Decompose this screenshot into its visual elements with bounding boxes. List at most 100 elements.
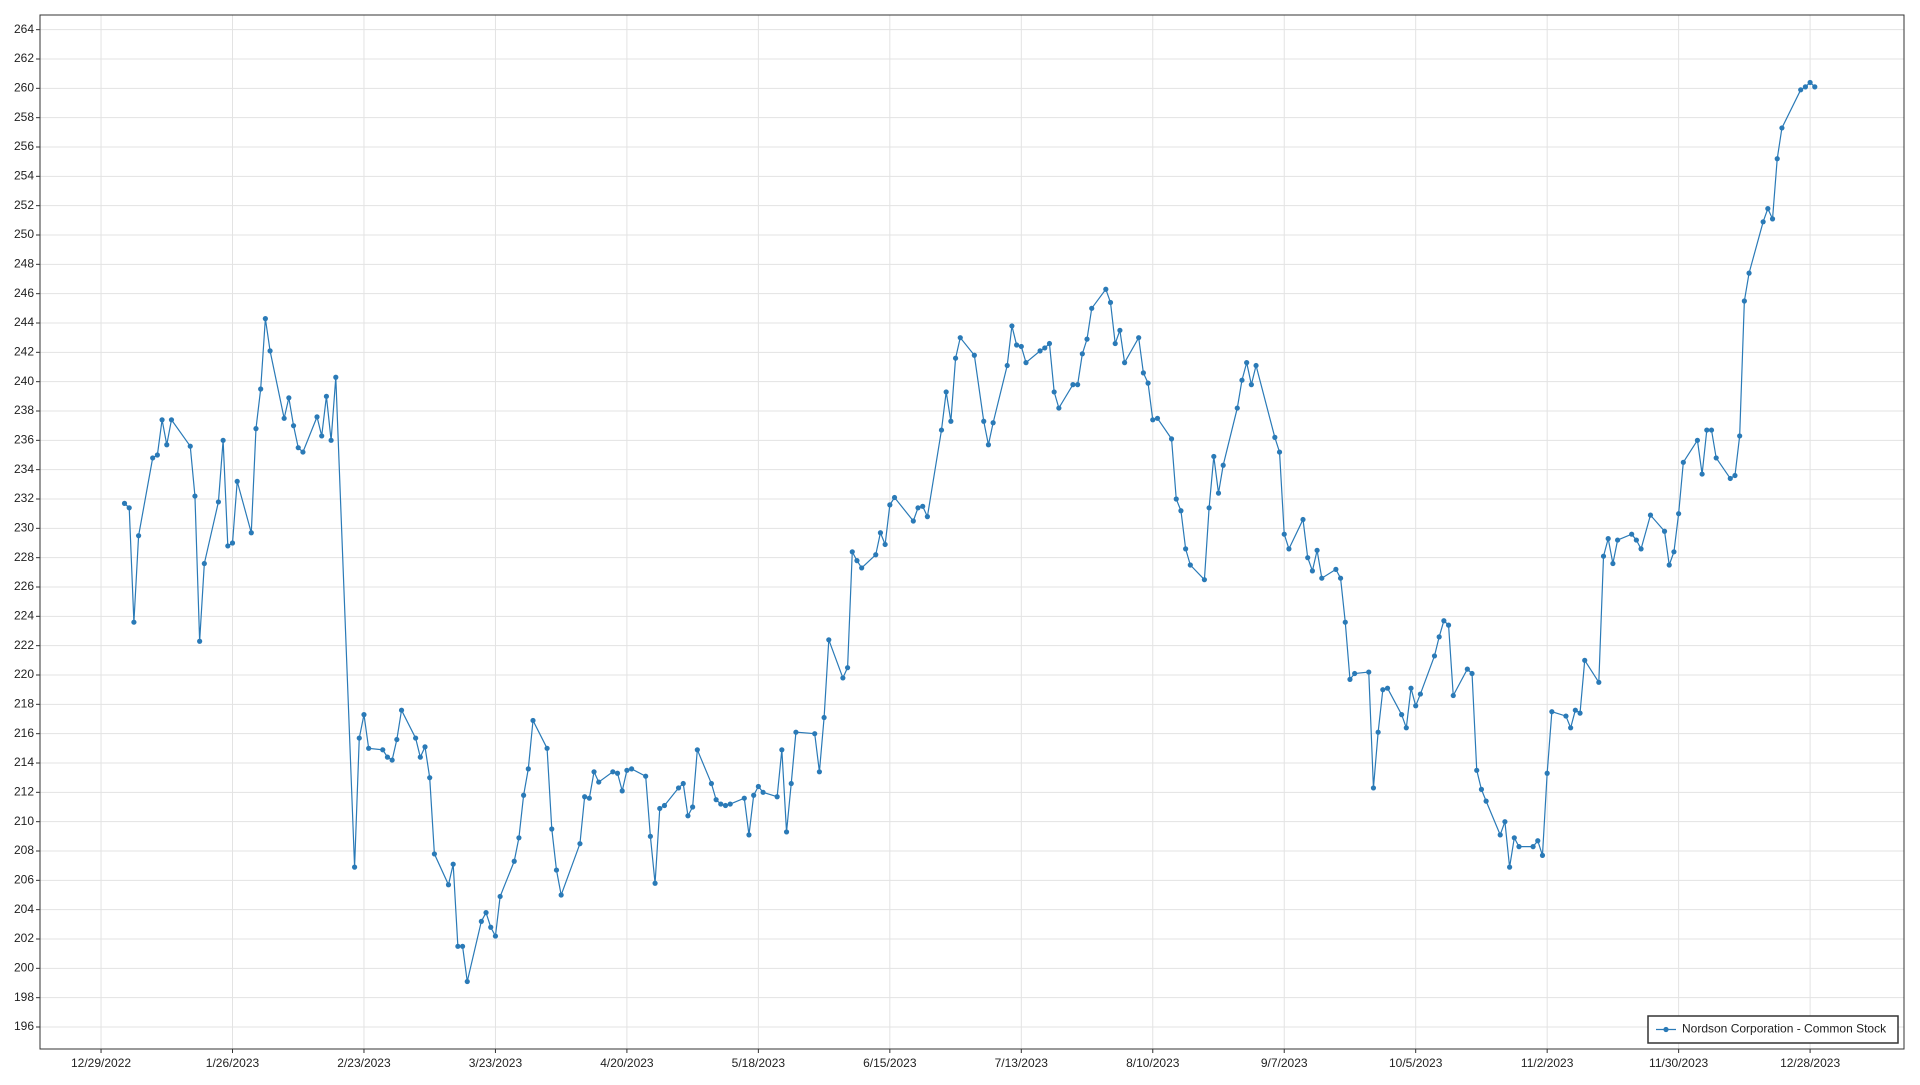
data-point	[816, 769, 823, 775]
data-point	[1445, 622, 1452, 628]
data-point	[1276, 449, 1283, 455]
data-point	[1206, 505, 1212, 511]
data-point	[1600, 553, 1607, 559]
data-point	[225, 543, 231, 549]
data-point	[1769, 216, 1776, 222]
x-tick-label: 10/5/2023	[1389, 1056, 1443, 1070]
data-point	[323, 393, 330, 399]
data-point	[1478, 786, 1485, 793]
data-point	[751, 792, 757, 798]
data-point	[380, 747, 386, 753]
data-point	[840, 675, 846, 681]
data-point	[1375, 729, 1381, 735]
y-tick-label: 252	[14, 198, 34, 212]
data-point	[1178, 508, 1184, 514]
plot-frame	[39, 14, 1905, 1050]
data-point	[924, 514, 930, 520]
data-point	[1281, 531, 1287, 537]
data-point	[1530, 844, 1536, 850]
data-point	[779, 747, 785, 753]
data-point	[774, 794, 780, 800]
data-point	[1436, 634, 1442, 640]
data-point	[267, 348, 273, 354]
data-point	[661, 802, 668, 809]
data-point	[1150, 417, 1156, 423]
data-point	[1089, 305, 1095, 311]
data-point	[1046, 340, 1053, 347]
data-point	[1215, 490, 1222, 496]
data-point	[1337, 575, 1344, 581]
data-point	[760, 789, 766, 795]
data-point	[1056, 405, 1062, 411]
data-point	[873, 552, 879, 558]
y-tick-label: 262	[14, 51, 34, 65]
data-point	[445, 882, 452, 888]
data-point	[464, 978, 470, 985]
data-point	[1474, 767, 1480, 773]
data-point	[525, 766, 531, 772]
data-point	[1535, 838, 1541, 844]
data-point	[1708, 427, 1715, 433]
y-tick-label: 204	[14, 902, 34, 916]
data-point	[849, 549, 855, 555]
data-point	[1502, 819, 1508, 825]
x-tick-label: 12/29/2022	[71, 1056, 131, 1070]
data-point	[192, 493, 198, 499]
data-point	[1802, 84, 1809, 90]
data-point	[366, 745, 372, 751]
data-point	[1727, 475, 1733, 482]
data-point	[643, 773, 649, 779]
x-tick-label: 7/13/2023	[995, 1056, 1049, 1070]
data-point	[417, 754, 423, 760]
y-tick-label: 248	[14, 257, 34, 271]
plot-area	[40, 15, 1904, 1049]
data-point	[1220, 462, 1226, 468]
data-point	[783, 829, 790, 835]
data-point	[582, 794, 588, 800]
data-point	[1610, 560, 1616, 567]
data-point	[1366, 669, 1372, 675]
y-tick-label: 214	[14, 755, 34, 769]
data-point	[511, 858, 517, 864]
data-point	[1483, 798, 1489, 804]
data-point	[647, 833, 653, 839]
data-point	[1737, 433, 1743, 439]
x-tick-label: 5/18/2023	[732, 1056, 786, 1070]
data-point	[553, 867, 560, 873]
data-point	[314, 414, 320, 420]
data-point	[1121, 360, 1128, 366]
data-point	[234, 478, 240, 484]
data-point	[150, 455, 156, 461]
data-point	[624, 767, 630, 773]
data-point	[1582, 657, 1588, 663]
data-point	[1183, 546, 1189, 552]
data-point	[351, 864, 358, 870]
data-point	[135, 533, 142, 539]
y-tick-label: 226	[14, 579, 34, 593]
data-point	[943, 389, 949, 395]
data-point	[258, 386, 264, 392]
data-point	[920, 503, 926, 509]
data-point	[1713, 455, 1719, 461]
data-point	[229, 540, 236, 546]
data-point	[1244, 360, 1250, 366]
data-point	[1431, 653, 1438, 659]
data-point	[492, 933, 499, 939]
data-point	[1234, 405, 1240, 411]
data-point	[1239, 377, 1245, 383]
data-point	[1070, 382, 1076, 388]
data-point	[187, 443, 193, 449]
data-point	[1441, 618, 1447, 624]
data-point	[389, 757, 395, 763]
data-point	[877, 530, 884, 536]
y-tick-label: 210	[14, 814, 34, 828]
data-point	[1544, 770, 1550, 776]
data-point	[126, 505, 132, 511]
data-point	[1305, 555, 1311, 561]
data-point	[488, 924, 494, 930]
data-point	[398, 707, 405, 713]
data-point	[1380, 687, 1386, 693]
data-point	[1370, 785, 1377, 791]
data-point	[1075, 382, 1081, 388]
